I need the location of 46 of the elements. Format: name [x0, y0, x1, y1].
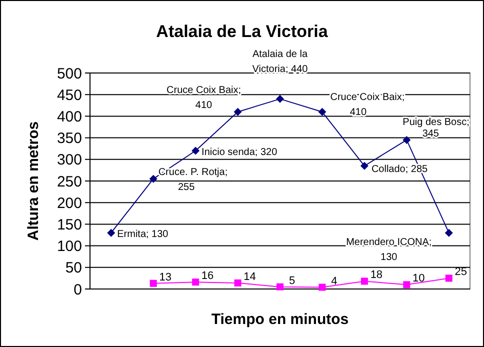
- y-tick-label: 250: [56, 173, 82, 190]
- data-label: 25: [454, 266, 468, 278]
- point: [192, 146, 200, 155]
- point: [107, 228, 116, 237]
- y-axis-title: Altura en metros: [25, 121, 42, 241]
- data-label: 16: [201, 270, 214, 282]
- point: [318, 284, 326, 291]
- y-tick-label: 200: [56, 194, 82, 212]
- point: [445, 274, 452, 282]
- data-label: 4: [331, 275, 338, 288]
- y-tick-label: 500: [56, 65, 82, 82]
- data-label: 5: [288, 274, 296, 287]
- y-tick-label: 150: [56, 216, 82, 234]
- point: [403, 281, 410, 288]
- point: [234, 279, 242, 286]
- point: [318, 108, 326, 116]
- point: [444, 228, 453, 237]
- y-tick-label: 350: [56, 130, 82, 148]
- data-label: Ermita; 130: [117, 228, 169, 240]
- y-tick-label: 400: [56, 108, 82, 126]
- point: [150, 280, 157, 287]
- y-tick-label: 100: [56, 238, 82, 256]
- point: [276, 283, 284, 290]
- data-label: 18: [370, 269, 383, 282]
- data-label: 13: [159, 271, 172, 284]
- y-tick-label: 300: [56, 152, 82, 169]
- point: [360, 162, 368, 170]
- point: [276, 94, 284, 103]
- data-label: Atalaia de la Victoria; 440: [252, 48, 308, 75]
- data-label: Puig des Bosc; 345: [402, 116, 470, 140]
- chart-title: Atalaia de La Victoria: [156, 22, 328, 41]
- data-label: 10: [412, 272, 425, 285]
- point: [192, 278, 200, 286]
- data-label: Merendero ICONA; 130: [346, 236, 432, 263]
- data-label: Cruce Coix Baix; 410: [166, 84, 242, 111]
- data-label: Inicio senda; 320: [202, 146, 278, 158]
- point: [149, 174, 158, 183]
- point: [360, 278, 368, 285]
- y-tick-label: 50: [65, 260, 82, 277]
- y-tick-label: 0: [74, 281, 82, 298]
- point: [234, 108, 242, 116]
- y-tick-label: 450: [56, 86, 82, 104]
- x-axis-title: Tiempo en minutos: [211, 311, 349, 328]
- data-label: 14: [244, 270, 256, 283]
- data-label: Cruce Coix Baix; 410: [330, 92, 405, 118]
- point: [402, 136, 411, 144]
